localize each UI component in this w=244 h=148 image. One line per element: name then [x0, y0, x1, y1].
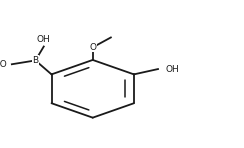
Text: B: B — [32, 56, 39, 65]
Text: OH: OH — [165, 65, 179, 74]
Text: HO: HO — [0, 60, 7, 69]
Text: OH: OH — [37, 35, 51, 44]
Text: O: O — [89, 43, 96, 52]
